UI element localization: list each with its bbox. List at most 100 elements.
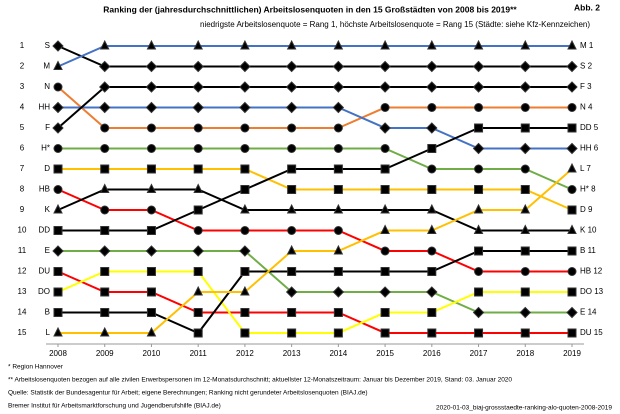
marker: [566, 60, 578, 73]
series-label: F: [45, 123, 50, 132]
x-tick-label: 2010: [143, 349, 161, 358]
marker: [380, 103, 390, 112]
series-name: D: [580, 205, 586, 214]
marker: [380, 185, 390, 194]
marker: [474, 267, 484, 276]
end-rank: 10: [588, 226, 597, 235]
marker: [520, 123, 530, 133]
marker: [53, 164, 63, 174]
marker: [519, 142, 531, 155]
marker: [427, 267, 437, 276]
y-tick-label: 7: [20, 164, 25, 173]
series-name: L: [580, 164, 585, 173]
marker: [287, 144, 297, 153]
y-tick-label: 11: [18, 246, 27, 255]
marker: [239, 101, 251, 114]
y-tick-label: 6: [20, 144, 25, 153]
series-label: M: [43, 62, 50, 71]
marker: [192, 101, 204, 114]
marker: [474, 185, 484, 194]
marker: [287, 123, 297, 133]
marker: [379, 60, 391, 73]
marker: [287, 267, 297, 276]
marker: [520, 103, 530, 112]
marker: [240, 185, 250, 194]
marker: [333, 328, 343, 338]
x-tick-label: 2015: [376, 349, 394, 358]
marker: [193, 328, 203, 338]
marker: [520, 164, 530, 174]
marker: [520, 39, 531, 50]
end-rank: 9: [588, 205, 593, 214]
marker: [380, 144, 390, 153]
end-label: S 2: [580, 62, 593, 71]
y-tick-label: 8: [20, 185, 25, 194]
marker: [193, 164, 203, 174]
marker: [287, 164, 297, 174]
file-name: 2020-01-03_biaj-grossstaedte-ranking-alo…: [436, 405, 612, 412]
marker: [99, 326, 110, 337]
end-label: K 10: [580, 226, 597, 235]
marker: [193, 183, 203, 193]
y-tick-label: 2: [20, 62, 25, 71]
marker: [473, 224, 484, 234]
marker: [379, 286, 391, 298]
y-tick-label: 3: [20, 82, 25, 91]
end-rank: 14: [588, 308, 597, 317]
marker: [474, 164, 484, 174]
series-label: B: [45, 308, 50, 317]
end-rank: 3: [587, 82, 592, 91]
marker: [427, 185, 437, 194]
series-name: DD: [580, 123, 592, 132]
note: * Region Hannover: [8, 364, 64, 371]
marker: [380, 203, 390, 214]
marker: [287, 226, 297, 235]
marker: [145, 101, 158, 114]
series-line: [58, 147, 573, 191]
end-label: DU 15: [580, 328, 603, 337]
marker: [99, 101, 111, 114]
y-tick-label: 12: [18, 267, 27, 276]
marker: [53, 267, 63, 276]
marker: [520, 185, 530, 194]
marker: [427, 144, 437, 153]
series-line: [58, 168, 573, 334]
marker: [286, 203, 297, 214]
marker: [146, 287, 156, 297]
marker: [474, 287, 484, 297]
marker: [519, 81, 531, 93]
marker: [100, 144, 110, 153]
series-label: L: [46, 328, 51, 337]
x-tick-label: 2014: [329, 349, 347, 358]
marker: [285, 81, 298, 93]
end-rank: 1: [589, 41, 594, 50]
marker: [192, 81, 204, 93]
series-name: DO: [580, 287, 592, 296]
marker: [427, 246, 437, 256]
marker: [145, 245, 158, 257]
chart-title: Ranking der (jahresdurchschnittlichen) A…: [103, 4, 517, 14]
end-label: DO 13: [580, 287, 604, 296]
end-rank: 6: [594, 144, 599, 153]
marker: [193, 39, 203, 50]
series-name: E: [580, 308, 585, 317]
marker: [52, 101, 64, 114]
marker: [427, 164, 437, 174]
marker: [427, 103, 437, 112]
marker: [566, 81, 578, 93]
marker: [333, 185, 343, 194]
note: Quelle: Statistik der Bundesagentur für …: [8, 390, 368, 397]
marker: [192, 60, 204, 73]
end-rank: 5: [594, 123, 599, 132]
marker: [146, 183, 157, 193]
end-rank: 8: [591, 185, 596, 194]
y-tick-label: 13: [18, 287, 27, 296]
marker: [332, 81, 345, 93]
marker: [333, 267, 343, 276]
marker: [473, 203, 484, 214]
marker: [567, 123, 577, 133]
series-label: DO: [38, 287, 50, 296]
marker: [193, 205, 203, 215]
marker: [567, 224, 577, 234]
